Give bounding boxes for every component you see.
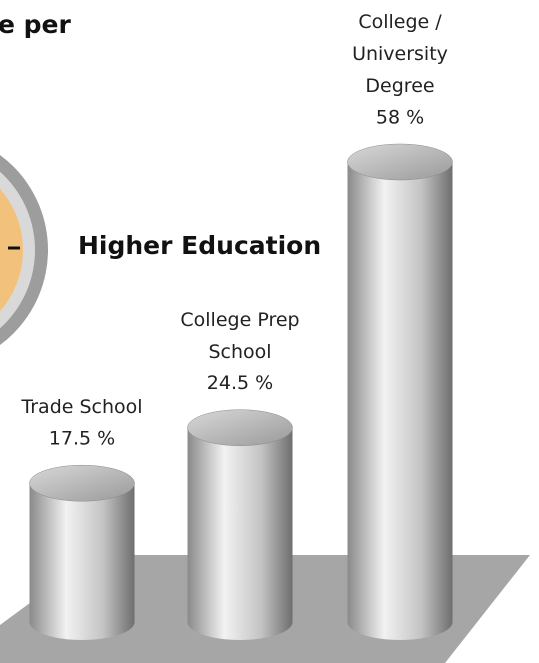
value-label: 17.5 %	[49, 428, 115, 450]
cylinder-top	[348, 144, 453, 180]
subtitle: Higher Education	[78, 231, 321, 260]
value-label: 58 %	[376, 107, 424, 129]
cylinder-top	[188, 410, 293, 446]
chart-title: e per	[0, 10, 72, 39]
cylinder	[348, 144, 453, 640]
page: e per Higher Education 17.5 %24.5 %58 % …	[0, 0, 539, 663]
cylinder-top	[30, 465, 135, 501]
category-label: Trade School	[12, 391, 152, 423]
cylinder-body	[30, 483, 135, 622]
category-label: College Prep School	[170, 304, 310, 368]
value-label: 24.5 %	[207, 372, 273, 394]
cylinder	[30, 465, 135, 640]
cylinder-body	[188, 428, 293, 622]
category-label: College / University Degree	[330, 6, 470, 102]
cylinder	[188, 410, 293, 640]
gauge	[0, 132, 48, 368]
cylinder-body	[348, 162, 453, 622]
